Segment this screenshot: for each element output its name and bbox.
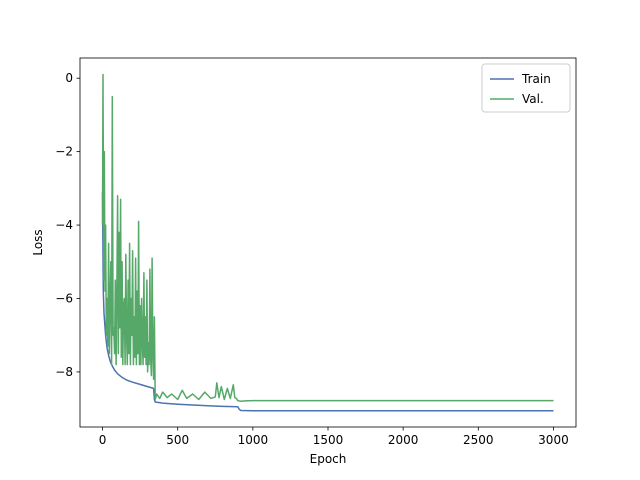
- x-tick-label: 2500: [463, 433, 494, 447]
- x-tick-label: 3000: [538, 433, 569, 447]
- x-tick-label: 500: [166, 433, 189, 447]
- legend-label-val: Val.: [522, 92, 544, 106]
- series-line-val: [101, 73, 554, 403]
- x-axis: 0 500 1000 1500 2000 2500 3000: [99, 427, 569, 447]
- legend-box: [481, 63, 571, 113]
- y-tick-label: 0: [65, 71, 73, 85]
- y-tick-label: −2: [55, 145, 73, 159]
- y-axis: 0 −2 −4 −6 −8: [55, 71, 80, 379]
- y-tick-label: −6: [55, 291, 73, 305]
- plot-area: [101, 73, 554, 412]
- x-tick-label: 1000: [238, 433, 269, 447]
- x-tick-label: 0: [99, 433, 107, 447]
- y-tick-label: −4: [55, 218, 73, 232]
- series-line-train: [101, 191, 554, 412]
- x-tick-label: 1500: [313, 433, 344, 447]
- legend-label-train: Train: [521, 72, 551, 86]
- y-tick-label: −8: [55, 365, 73, 379]
- y-axis-label: Loss: [31, 229, 45, 255]
- x-tick-label: 2000: [388, 433, 419, 447]
- legend: Train Val.: [481, 63, 571, 113]
- x-axis-label: Epoch: [310, 452, 347, 466]
